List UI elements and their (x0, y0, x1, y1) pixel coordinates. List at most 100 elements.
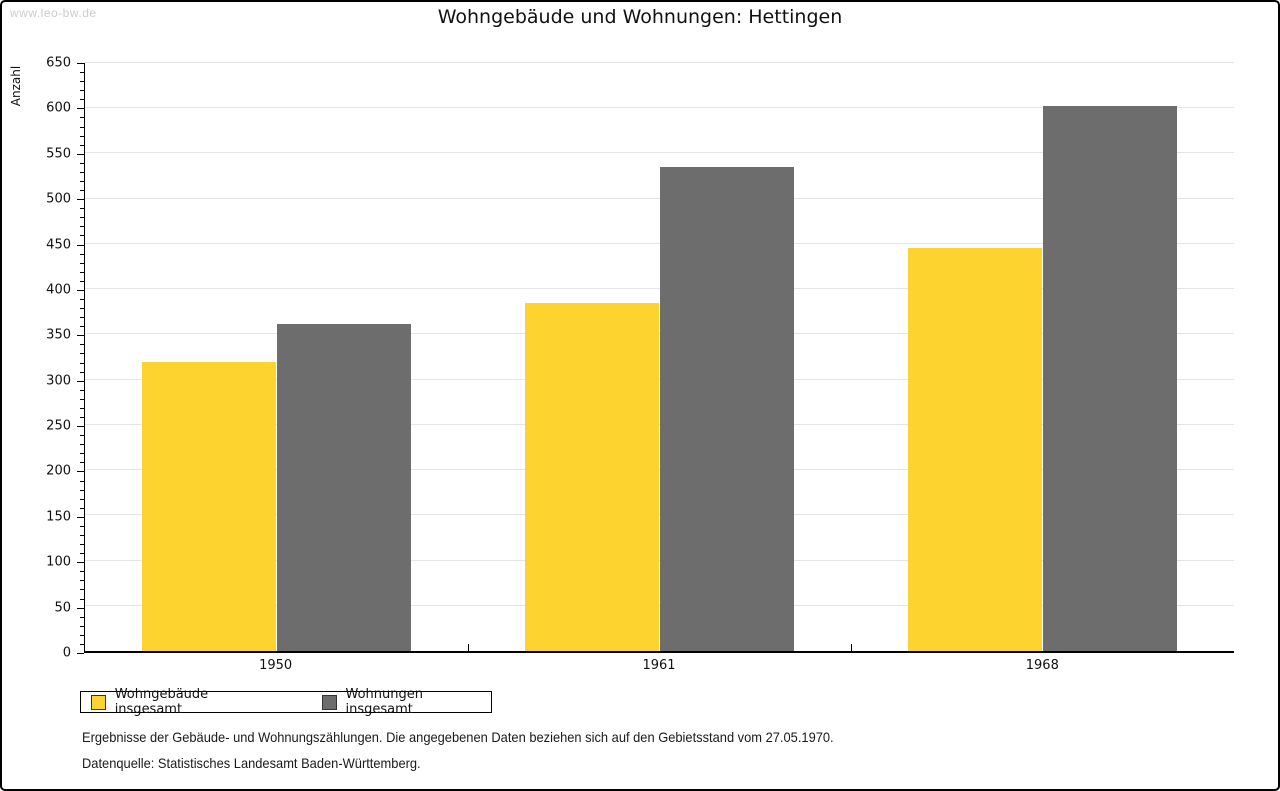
y-minor-tick-520 (80, 181, 84, 182)
y-minor-tick-620 (80, 90, 84, 92)
y-minor-tick-330 (80, 353, 84, 355)
y-tick-label-350: 350 (46, 327, 71, 343)
y-major-tick-250 (77, 426, 84, 428)
y-minor-tick-130 (80, 535, 84, 536)
y-minor-tick-570 (80, 135, 84, 137)
y-minor-tick-470 (80, 226, 84, 228)
y-minor-tick-630 (80, 81, 84, 83)
legend-label-wohnungen: Wohnungen insgesamt (345, 687, 424, 717)
y-minor-tick-280 (80, 398, 84, 400)
y-minor-tick-390 (80, 299, 84, 300)
plot-area (84, 62, 1234, 653)
y-minor-tick-380 (80, 308, 84, 310)
y-minor-tick-10 (80, 643, 84, 645)
y-major-tick-150 (77, 516, 84, 518)
y-tick-label-600: 600 (46, 100, 71, 116)
y-major-tick-300 (77, 380, 84, 382)
y-minor-tick-170 (80, 498, 84, 500)
y-minor-tick-540 (80, 162, 84, 164)
x-boundary-tick-2 (851, 644, 852, 651)
bar-1961-wohngebaeude (525, 302, 660, 651)
watermark: www.leo-bw.de (10, 6, 97, 20)
y-minor-tick-440 (80, 253, 84, 255)
y-minor-tick-210 (80, 462, 84, 464)
y-minor-tick-190 (80, 480, 84, 482)
y-major-tick-400 (77, 289, 84, 291)
legend-swatch-wohnungen (321, 694, 337, 710)
legend-swatch-wohngebaeude (91, 694, 106, 710)
bar-1961-wohnungen (659, 167, 794, 651)
bar-1950-wohnungen (276, 323, 411, 651)
y-minor-tick-360 (80, 326, 84, 328)
y-minor-tick-320 (80, 362, 84, 364)
y-minor-tick-230 (80, 444, 84, 446)
y-minor-tick-260 (80, 417, 84, 418)
y-minor-tick-220 (80, 453, 84, 455)
bar-groups (85, 63, 1234, 651)
footnote-datenquelle: Datenquelle: Statistisches Landesamt Bad… (82, 755, 421, 771)
y-major-tick-50 (77, 607, 84, 609)
y-minor-tick-590 (80, 117, 84, 119)
bar-group-1950 (85, 63, 468, 651)
y-minor-tick-410 (80, 280, 84, 282)
y-tick-label-650: 650 (46, 55, 71, 71)
y-minor-tick-420 (80, 271, 84, 273)
y-minor-tick-20 (80, 634, 84, 636)
y-tick-label-500: 500 (46, 191, 71, 207)
y-major-tick-500 (77, 199, 84, 201)
y-minor-tick-90 (80, 571, 84, 573)
y-minor-tick-240 (80, 435, 84, 437)
legend-label-wohngebaeude: Wohngebäude insgesamt (114, 687, 209, 717)
legend-item-wohngebaeude: Wohngebäude insgesamt (91, 687, 276, 717)
y-minor-tick-310 (80, 371, 84, 373)
bar-1968-wohngebaeude (908, 247, 1043, 651)
bar-group-1961 (468, 63, 851, 651)
y-major-tick-100 (77, 562, 84, 564)
y-minor-tick-640 (80, 72, 84, 74)
bar-1968-wohnungen (1042, 106, 1177, 651)
y-minor-tick-270 (80, 407, 84, 409)
chart-title: Wohngebäude und Wohnungen: Hettingen (437, 6, 843, 28)
y-minor-tick-530 (80, 171, 84, 173)
y-minor-tick-340 (80, 344, 84, 346)
y-minor-tick-40 (80, 616, 84, 618)
y-minor-tick-80 (80, 580, 84, 582)
y-minor-tick-580 (80, 126, 84, 128)
y-axis: 0 50 100 150 200 250 300 350 400 450 500 550 600 650 (2, 56, 84, 661)
x-boundary-tick-1 (468, 644, 469, 651)
y-tick-label-550: 550 (46, 146, 71, 162)
y-minor-tick-370 (80, 317, 84, 319)
y-minor-tick-610 (80, 99, 84, 101)
x-tick-label-1961: 1961 (642, 658, 676, 673)
y-minor-tick-180 (80, 489, 84, 491)
y-minor-tick-290 (80, 389, 84, 391)
y-tick-label-400: 400 (46, 282, 71, 298)
y-minor-tick-120 (80, 544, 84, 546)
gridline-550 (85, 152, 1234, 154)
y-minor-tick-460 (80, 235, 84, 237)
y-major-tick-200 (77, 471, 84, 473)
legend-item-wohnungen: Wohnungen insgesamt (321, 687, 491, 717)
y-major-tick-450 (77, 244, 84, 246)
y-minor-tick-70 (80, 589, 84, 591)
y-tick-label-150: 150 (46, 509, 71, 525)
y-major-tick-550 (77, 153, 84, 155)
y-minor-tick-140 (80, 525, 84, 527)
legend: Wohngebäude insgesamt Wohnungen insgesam… (80, 687, 492, 717)
bar-1950-wohngebaeude (142, 361, 277, 651)
y-tick-label-200: 200 (46, 463, 71, 479)
y-minor-tick-430 (80, 262, 84, 264)
y-tick-label-300: 300 (46, 373, 71, 389)
footnote-gebietsstand: Ergebnisse der Gebäude- und Wohnungszähl… (82, 729, 834, 745)
y-minor-tick-110 (80, 553, 84, 555)
y-minor-tick-560 (80, 144, 84, 146)
y-minor-tick-160 (80, 507, 84, 509)
y-major-tick-650 (77, 63, 84, 64)
gridline-650 (85, 62, 1234, 63)
x-tick-label-1968: 1968 (1025, 658, 1059, 673)
y-tick-label-0: 0 (62, 645, 71, 661)
y-major-tick-350 (77, 335, 84, 337)
y-minor-tick-30 (80, 625, 84, 627)
y-tick-label-50: 50 (54, 600, 71, 616)
